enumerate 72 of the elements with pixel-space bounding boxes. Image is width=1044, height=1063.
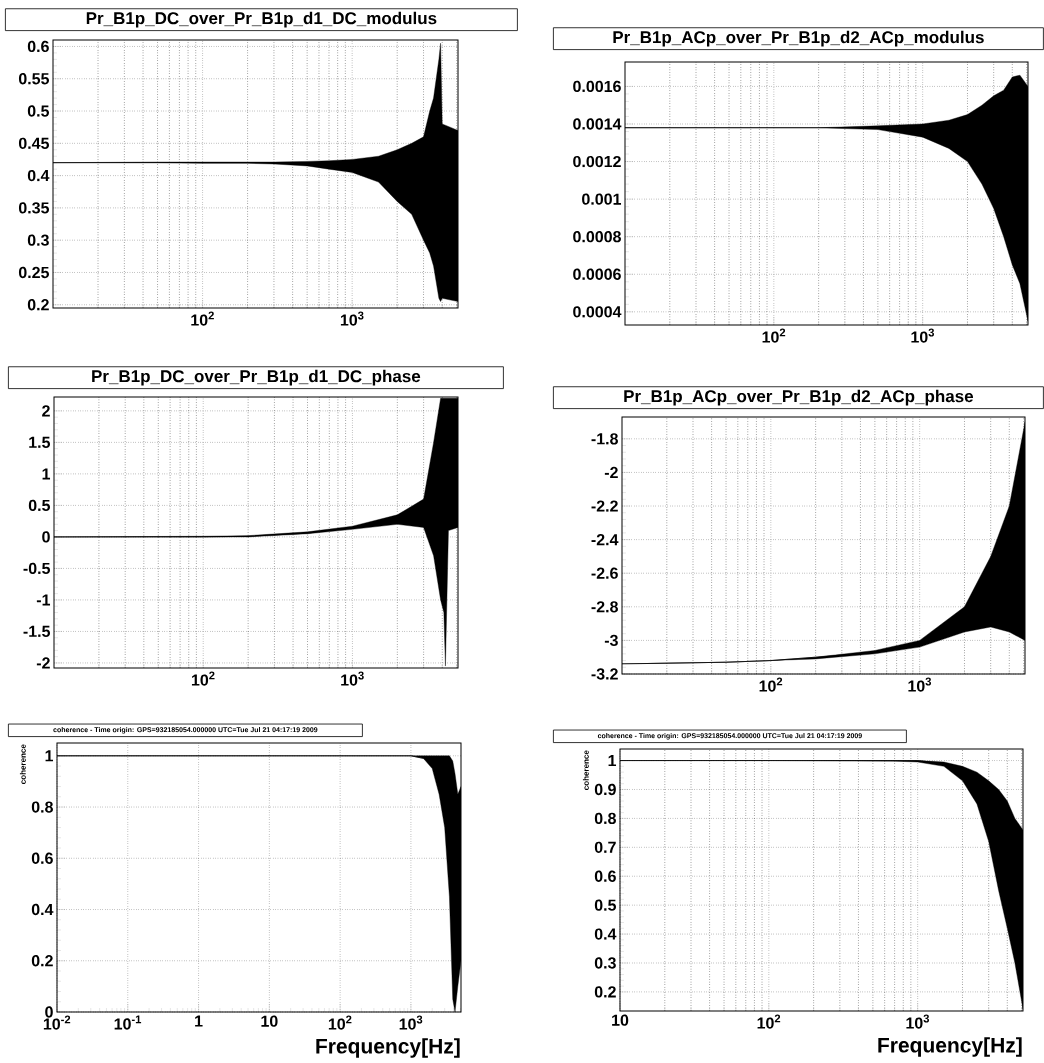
x-axis-title: Frequency[Hz]: [878, 1037, 1022, 1057]
y-tick-label: 0.0006: [573, 268, 621, 280]
y-tick-label: 0.2: [31, 955, 53, 967]
y-tick-label: 0.6: [27, 40, 49, 53]
y-tick-label: 1.5: [29, 436, 51, 448]
y-tick-label: 0.8: [594, 812, 616, 825]
y-tick-label: -2.8: [591, 601, 618, 613]
chart-title: Pr_B1p_ACp_over_Pr_B1p_d2_ACp_modulus: [613, 30, 984, 47]
y-tick-label: 2: [42, 405, 50, 417]
y-tick-label: 0: [45, 1006, 53, 1018]
x-tick-label: 10$^{2}$: [191, 311, 214, 326]
x-tick-label: 10$^{2}$: [759, 677, 783, 692]
y-tick-label: -1: [36, 594, 51, 606]
y-tick-label: -2: [604, 466, 618, 479]
y-tick-label: 0.55: [18, 73, 50, 85]
y-tick-label: -1.8: [591, 433, 618, 445]
y-tick-label: 0.25: [18, 266, 50, 279]
y-tick-label: -3: [604, 634, 618, 647]
y-tick-label: 0: [42, 531, 50, 543]
x-tick-label: 10$^{3}$: [906, 1014, 930, 1029]
y-tick-label: 1: [45, 750, 54, 762]
y-tick-label: 0.4: [594, 928, 617, 940]
y-tick-label: 0.35: [18, 202, 50, 214]
chart-title: Pr_B1p_DC_over_Pr_B1p_d1_DC_phase: [92, 369, 421, 386]
y-tick-label: 0.6: [31, 852, 53, 864]
y-tick-label: 0.9: [594, 783, 616, 796]
x-tick-label: 10$^{2}$: [191, 671, 215, 686]
x-tick-label: 10$^{3}$: [399, 1015, 423, 1030]
y-tick-label: 0.0014: [573, 118, 622, 130]
y-tick-label: -2.6: [591, 567, 618, 579]
x-tick-label: 10$^{2}$: [757, 1014, 781, 1029]
y-tick-label: 0.2: [594, 986, 616, 998]
y-tick-label: 0.45: [18, 137, 50, 149]
y-tick-label: 0.3: [27, 234, 49, 246]
y-axis-title: coherence: [19, 744, 26, 784]
y-tick-label: 0.6: [594, 870, 616, 882]
x-tick-label: 10: [261, 1015, 278, 1027]
y-tick-label: 1: [608, 755, 617, 767]
y-tick-label: 0.3: [594, 957, 616, 969]
y-tick-label: 0.4: [27, 169, 50, 182]
chart-title: Pr_B1p_DC_over_Pr_B1p_d1_DC_modulus: [86, 11, 437, 28]
x-tick-label: 10$^{2}$: [762, 328, 786, 343]
y-tick-label: -3.2: [591, 668, 618, 680]
y-tick-label: 0.0012: [573, 155, 621, 168]
y-tick-label: 0.0016: [573, 80, 621, 93]
x-tick-label: 10$^{2}$: [328, 1015, 352, 1030]
y-tick-label: 0.0008: [573, 231, 621, 243]
y-tick-label: 0.5: [594, 899, 617, 911]
x-axis-title: Frequency[Hz]: [316, 1038, 460, 1058]
y-tick-label: 0.0004: [573, 306, 622, 318]
x-tick-label: 10$^{3}$: [908, 677, 932, 692]
y-tick-label: 1: [42, 468, 51, 480]
y-tick-label: 0.5: [27, 105, 50, 117]
y-tick-label: 0.4: [31, 903, 54, 916]
y-axis-title: coherence: [582, 750, 589, 790]
y-tick-label: -2.2: [591, 500, 618, 512]
x-tick-label: 1: [195, 1015, 203, 1027]
y-tick-label: -1.5: [23, 625, 51, 638]
y-tick-label: 0.2: [27, 299, 49, 311]
y-tick-label: 0.001: [582, 193, 622, 205]
y-tick-label: -2.4: [591, 534, 619, 546]
x-tick-label: 10$^{3}$: [341, 671, 364, 686]
x-tick-label: 10$^{3}$: [340, 311, 364, 326]
y-tick-label: -0.5: [23, 562, 51, 575]
x-tick-label: 10$^{3}$: [911, 328, 935, 343]
y-tick-label: 0.5: [28, 499, 51, 512]
chart-title: Pr_B1p_ACp_over_Pr_B1p_d2_ACp_phase: [624, 389, 974, 406]
x-tick-label: 10: [612, 1014, 629, 1026]
y-tick-label: 0.8: [31, 801, 53, 813]
y-tick-label: -2: [36, 657, 50, 669]
y-tick-label: 0.7: [594, 841, 616, 853]
x-tick-label: 10$^{-1}$: [114, 1015, 142, 1030]
